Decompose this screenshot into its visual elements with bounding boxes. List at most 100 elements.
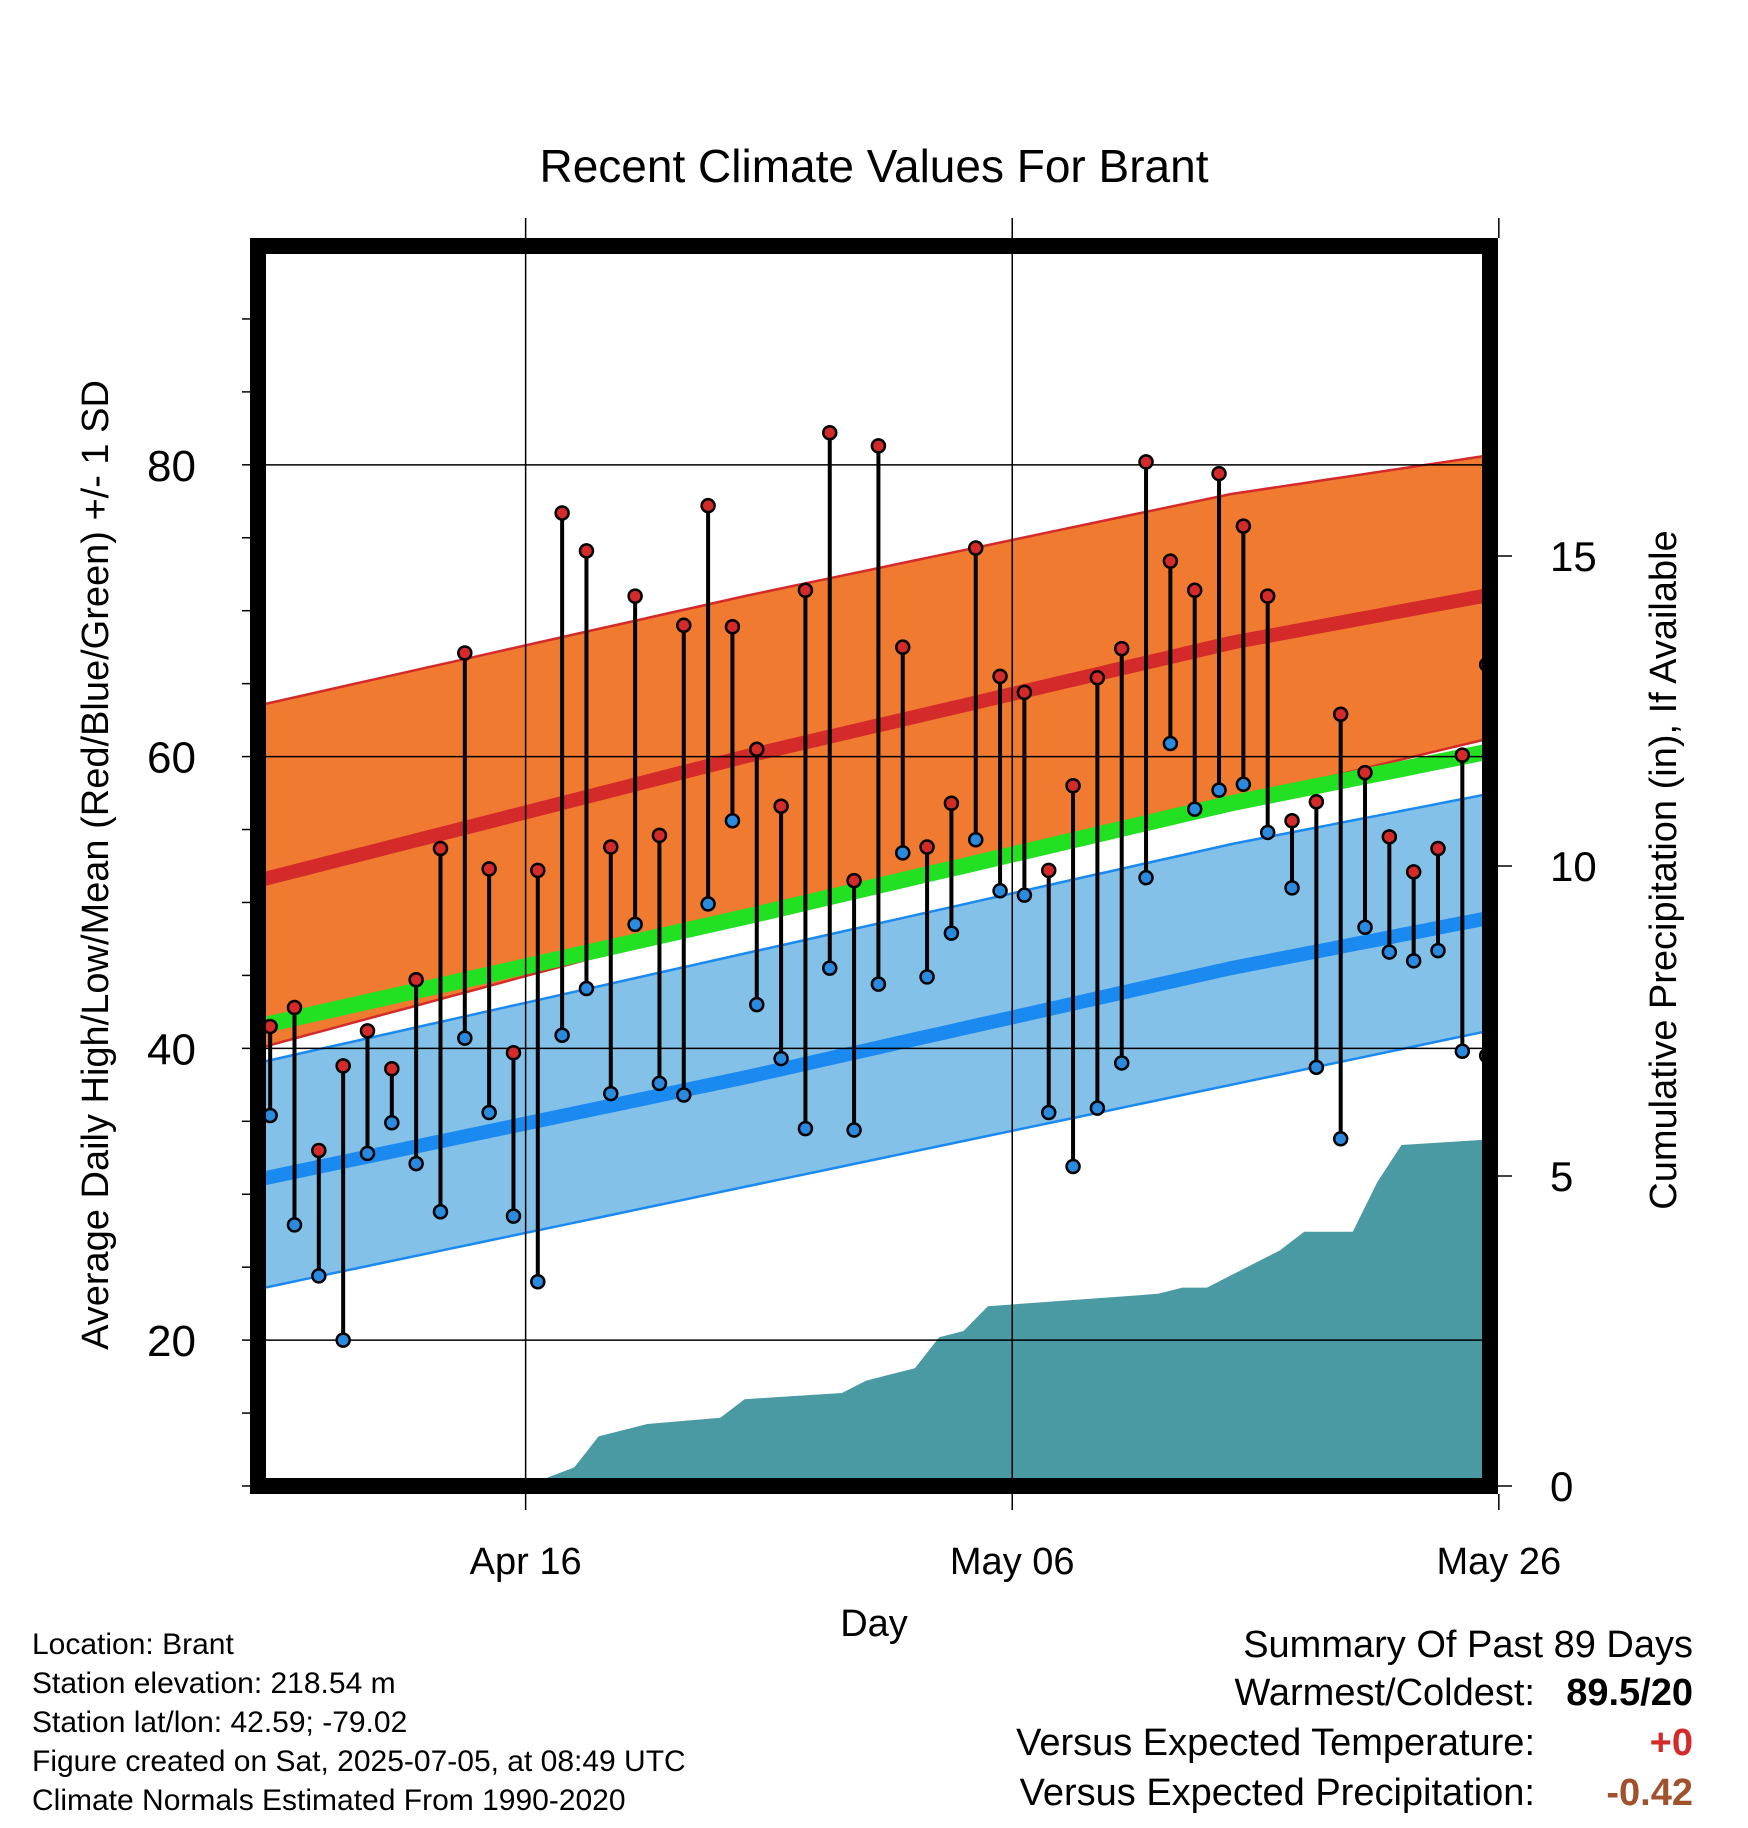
- daily-observations: [262, 390, 1736, 1348]
- x-tick-label: May 06: [950, 1541, 1075, 1583]
- daily-high-point: [797, 582, 814, 599]
- daily-high-point: [384, 1061, 400, 1077]
- daily-high-point: [408, 972, 424, 988]
- temp-vs-expected-row: Versus Expected Temperature: +0: [933, 1718, 1693, 1768]
- daily-low-point: [1211, 782, 1227, 798]
- daily-high-point: [481, 861, 497, 877]
- daily-high-point: [1430, 840, 1446, 857]
- daily-high-point: [967, 540, 984, 556]
- daily-high-point: [505, 1044, 522, 1061]
- daily-low-point: [1235, 776, 1252, 793]
- daily-high-point: [870, 438, 887, 454]
- daily-high-point: [1259, 588, 1276, 604]
- daily-low-point: [1357, 919, 1373, 936]
- daily-high-point: [1138, 454, 1154, 470]
- plot-frame: [250, 238, 1498, 1494]
- daily-high-point: [773, 798, 789, 814]
- daily-low-point: [1016, 887, 1033, 903]
- daily-high-point: [1650, 450, 1663, 463]
- daily-low-point: [724, 813, 741, 829]
- daily-low-point: [1113, 1055, 1130, 1071]
- daily-low-point: [797, 1120, 814, 1137]
- daily-low-point: [894, 845, 911, 861]
- daily-high-point: [554, 505, 570, 521]
- daily-low-point: [943, 925, 960, 941]
- temp-vs-expected-value: +0: [1649, 1722, 1693, 1764]
- daily-low-point: [846, 1122, 862, 1138]
- daily-high-point: [1405, 864, 1422, 880]
- x-tick-label: May 26: [1437, 1541, 1562, 1583]
- daily-low-point: [870, 976, 887, 992]
- daily-high-point: [1089, 670, 1106, 686]
- daily-low-point: [505, 1208, 522, 1224]
- normals-text: Climate Normals Estimated From 1990-2020: [32, 1784, 626, 1817]
- warmest-coldest-label: Warmest/Coldest:: [1234, 1672, 1535, 1714]
- x-tick-label: Apr 16: [470, 1541, 582, 1583]
- daily-high-point: [1675, 390, 1688, 403]
- daily-low-point: [1259, 824, 1276, 841]
- daily-high-point: [992, 668, 1008, 685]
- daily-low-point: [1186, 801, 1203, 817]
- precip-vs-expected-row: Versus Expected Precipitation: -0.42: [933, 1768, 1693, 1818]
- chart-title: Recent Climate Values For Brant: [540, 140, 1209, 192]
- daily-low-point: [967, 831, 984, 848]
- daily-low-point: [384, 1115, 400, 1131]
- daily-high-point: [359, 1023, 376, 1039]
- daily-high-point: [1113, 640, 1130, 657]
- daily-high-point: [335, 1058, 351, 1074]
- daily-high-point: [1162, 553, 1179, 569]
- daily-low-point: [603, 1085, 619, 1102]
- y2-axis-label: Cumulative Precipitation (in), If Availa…: [1643, 530, 1685, 1209]
- daily-high-point: [1553, 647, 1566, 660]
- y-tick-label: 60: [147, 734, 196, 783]
- daily-low-point: [700, 896, 716, 912]
- daily-low-point: [335, 1332, 351, 1348]
- daily-high-point: [676, 617, 692, 634]
- daily-low-point: [651, 1075, 668, 1092]
- summary-title: Summary Of Past 89 Days: [1243, 1624, 1693, 1666]
- daily-low-point: [627, 916, 643, 933]
- daily-low-point: [1089, 1100, 1106, 1116]
- daily-high-point: [1381, 829, 1398, 845]
- daily-high-point: [1602, 749, 1615, 762]
- daily-high-point: [286, 999, 303, 1016]
- daily-low-point: [1405, 953, 1422, 969]
- daily-high-point: [1016, 684, 1033, 701]
- daily-low-point: [554, 1027, 570, 1043]
- daily-low-point: [1553, 822, 1566, 835]
- daily-high-point: [1284, 813, 1300, 829]
- daily-low-point: [1529, 846, 1542, 859]
- daily-low-point: [749, 996, 765, 1013]
- y-tick-label: 80: [147, 442, 196, 491]
- daily-high-point: [1332, 706, 1349, 723]
- daily-low-point: [1065, 1158, 1081, 1175]
- daily-high-point: [1454, 747, 1471, 763]
- temp-vs-expected-label: Versus Expected Temperature:: [1016, 1722, 1535, 1764]
- daily-low-point: [530, 1274, 546, 1290]
- daily-low-point: [432, 1203, 449, 1220]
- daily-high-point: [1577, 798, 1590, 811]
- normal-low-line: [258, 910, 1490, 1187]
- daily-high-point: [311, 1142, 327, 1159]
- daily-high-point: [627, 588, 643, 604]
- daily-low-point: [1723, 741, 1736, 754]
- daily-low-point: [1138, 869, 1154, 886]
- daily-low-point: [1504, 981, 1517, 994]
- daily-low-point: [1332, 1131, 1349, 1147]
- daily-low-point: [408, 1155, 424, 1172]
- daily-low-point: [1699, 773, 1712, 786]
- latlon-text: Station lat/lon: 42.59; -79.02: [32, 1706, 408, 1739]
- daily-high-point: [1504, 565, 1517, 578]
- location-text: Location: Brant: [32, 1628, 234, 1661]
- daily-low-point: [676, 1087, 692, 1103]
- daily-high-point: [724, 619, 741, 635]
- normal-high-line: [258, 587, 1490, 888]
- warmest-coldest-row: Warmest/Coldest: 89.5/20: [933, 1668, 1693, 1718]
- normal-mean-line: [258, 743, 1490, 1035]
- warmest-coldest-value: 89.5/20: [1566, 1672, 1693, 1714]
- daily-low-point: [578, 980, 595, 997]
- daily-high-point: [1699, 495, 1712, 508]
- daily-high-point: [1186, 582, 1203, 599]
- daily-high-point: [943, 795, 960, 812]
